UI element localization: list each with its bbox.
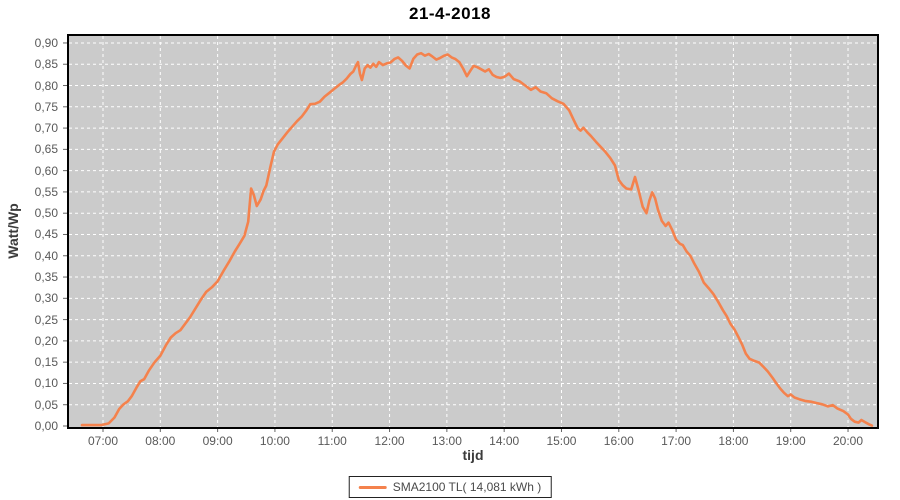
- y-tick-label: 0,90: [34, 35, 58, 50]
- y-tick-label: 0,55: [34, 184, 58, 199]
- x-axis-title: tijd: [462, 447, 484, 463]
- x-tick-label: 19:00: [775, 434, 806, 448]
- y-tick-label: 0,25: [34, 312, 58, 327]
- y-tick-label: 0,00: [34, 419, 58, 433]
- x-tick-label: 11:00: [317, 434, 347, 448]
- x-tick-label: 20:00: [833, 434, 864, 448]
- legend: SMA2100 TL( 14,081 kWh ): [348, 476, 552, 498]
- x-tick-label: 13:00: [431, 434, 462, 448]
- y-tick-label: 0,35: [34, 270, 58, 285]
- x-tick-label: 10:00: [259, 434, 290, 448]
- y-tick-label: 0,85: [34, 57, 58, 72]
- y-tick-label: 0,30: [34, 291, 58, 306]
- x-tick-label: 08:00: [145, 434, 176, 448]
- x-tick-label: 17:00: [661, 434, 692, 448]
- y-tick-label: 0,65: [34, 142, 58, 157]
- y-tick-label: 0,75: [34, 99, 58, 114]
- y-tick-label: 0,20: [34, 333, 58, 348]
- y-tick-label: 0,05: [34, 397, 58, 412]
- plot-background: [68, 35, 878, 428]
- series-line: [80, 51, 874, 427]
- y-tick-label: 0,70: [34, 121, 58, 136]
- x-tick-label: 09:00: [202, 434, 233, 448]
- y-tick-label: 0,80: [34, 78, 58, 93]
- y-tick-label: 0,15: [34, 355, 58, 370]
- x-tick-label: 15:00: [546, 434, 577, 448]
- legend-line-swatch: [358, 485, 387, 489]
- chart-title: 21-4-2018: [408, 4, 491, 23]
- x-tick-label: 16:00: [603, 434, 634, 448]
- y-tick-label: 0,40: [34, 248, 58, 263]
- x-tick-label: 14:00: [489, 434, 520, 448]
- y-tick-label: 0,45: [34, 227, 58, 242]
- x-tick-label: 07:00: [87, 434, 119, 448]
- x-tick-label: 18:00: [718, 434, 749, 448]
- y-tick-label: 0,50: [34, 206, 58, 221]
- legend-series-label: SMA2100 TL( 14,081 kWh ): [392, 480, 542, 494]
- y-tick-label: 0,60: [34, 163, 58, 178]
- plot-border: [67, 34, 879, 429]
- y-axis-title: Watt/Wp: [5, 203, 21, 259]
- x-tick-label: 12:00: [374, 434, 405, 448]
- y-tick-label: 0,10: [34, 376, 58, 391]
